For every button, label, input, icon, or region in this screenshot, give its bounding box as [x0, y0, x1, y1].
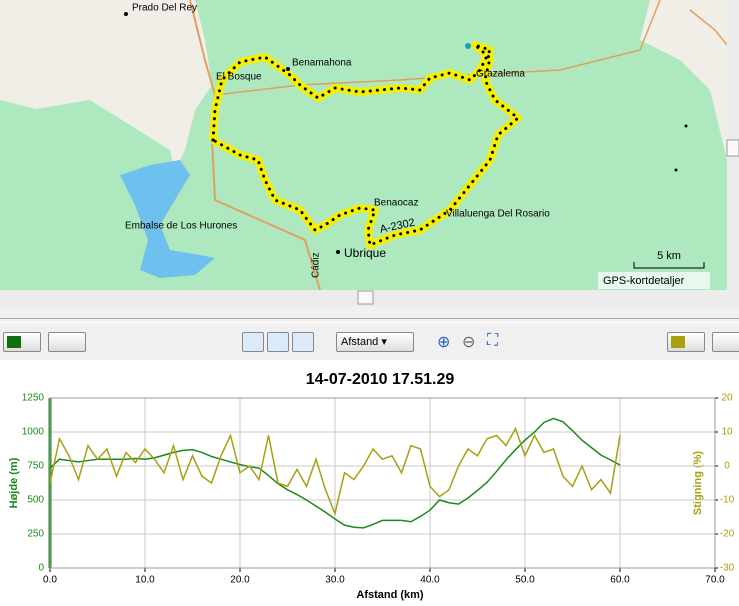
map-land: [0, 0, 212, 180]
v-scroll-thumb[interactable]: [726, 139, 739, 157]
place-label: Benaocaz: [374, 198, 418, 209]
y2-tick-label: 20: [721, 393, 733, 404]
place-label: El Bosque: [216, 72, 262, 83]
zoom-out[interactable]: ⊖: [462, 334, 476, 351]
y2-axis-label: Stigning (%): [692, 451, 704, 515]
lake: [120, 160, 215, 278]
series-line: [49, 426, 621, 517]
x-tick-label: 20.0: [230, 575, 250, 586]
dropdown[interactable]: [712, 332, 739, 352]
x-tick-label: 30.0: [325, 575, 345, 586]
road: [689, 9, 728, 46]
y2-tick-label: 0: [724, 461, 730, 472]
tool-fill[interactable]: [267, 332, 289, 352]
place-label: Embalse de Los Hurones: [125, 221, 237, 232]
map-land: [640, 0, 727, 160]
tool-crosshair[interactable]: [242, 332, 264, 352]
route-start: [465, 43, 471, 49]
y-axis-label: Højde (m): [8, 457, 20, 508]
place-dot: [124, 12, 128, 16]
x-axis-select[interactable]: Afstand ▾: [336, 332, 414, 352]
road-label: Cádiz: [311, 252, 322, 278]
place-label: Prado Del Rey: [132, 3, 197, 14]
attribution-bg: [598, 272, 710, 289]
chart: 14-07-2010 17.51.29 Afstand (km) Højde (…: [0, 360, 739, 606]
plot-frame: [49, 397, 716, 569]
y2-tick-label: -30: [720, 563, 735, 574]
x-tick-label: 50.0: [515, 575, 535, 586]
x-tick-label: 60.0: [610, 575, 630, 586]
splitter[interactable]: [0, 318, 739, 323]
y2-tick-label: 10: [721, 427, 733, 438]
x-tick-label: 0.0: [43, 575, 57, 586]
place-label: Ubrique: [344, 246, 386, 260]
color-picker[interactable]: [667, 332, 705, 352]
map[interactable]: Prado Del Rey Benamahona El Bosque Graza…: [0, 0, 739, 306]
map-green: [0, 100, 175, 260]
y-tick-label: 750: [27, 461, 44, 472]
place-label: Grazalema: [476, 69, 525, 80]
y-tick-label: 1250: [22, 393, 45, 404]
x-tick-label: 70.0: [705, 575, 725, 586]
y-tick-label: 250: [27, 529, 44, 540]
dropdown[interactable]: [48, 332, 86, 352]
tool-curve[interactable]: [292, 332, 314, 352]
y2-tick-label: -10: [720, 495, 735, 506]
place-dot: [674, 168, 678, 172]
scale-bar: [633, 262, 705, 269]
y-tick-label: 1000: [22, 427, 45, 438]
y2-tick-label: -20: [720, 529, 735, 540]
select-text: Afstand: [341, 336, 379, 348]
h-scroll-thumb[interactable]: [357, 290, 374, 305]
place-dot: [684, 124, 688, 128]
attribution: GPS-kortdetaljer: [603, 275, 685, 287]
y-tick-label: 500: [27, 495, 44, 506]
place-label: Benamahona: [292, 58, 352, 69]
zoom-in[interactable]: ⊕: [437, 334, 451, 351]
y-tick-label: 0: [38, 563, 44, 574]
x-axis-label: Afstand (km): [356, 589, 424, 601]
chart-title: 14-07-2010 17.51.29: [306, 371, 455, 388]
series-line: [49, 417, 621, 529]
zoom-fit[interactable]: ⛶: [487, 332, 499, 349]
scale-label: 5 km: [657, 250, 681, 262]
route-points: [211, 43, 521, 248]
place-dot: [286, 67, 290, 71]
x-tick-label: 10.0: [135, 575, 155, 586]
x-tick-label: 40.0: [420, 575, 440, 586]
color-picker[interactable]: [3, 332, 41, 352]
place-label: Villaluenga Del Rosario: [446, 209, 550, 220]
place-dot: [336, 250, 340, 254]
